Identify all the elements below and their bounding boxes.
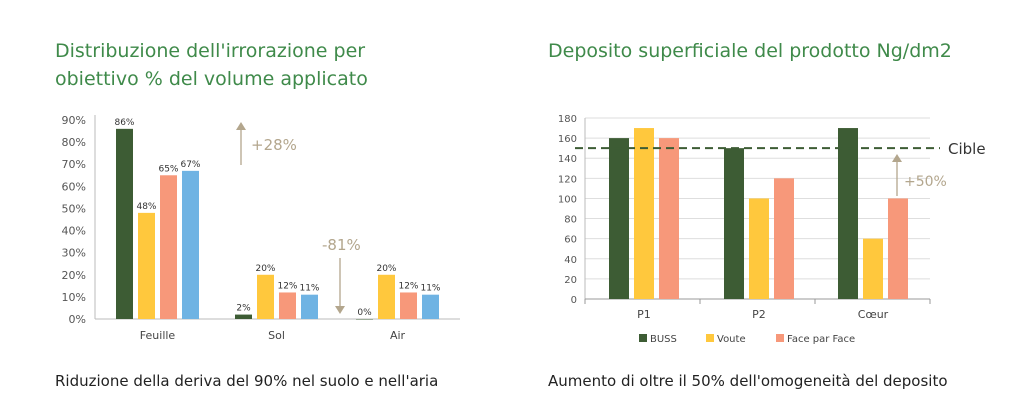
left-bar-data-label: 20%: [255, 264, 275, 274]
left-bar: [138, 212, 155, 319]
left-bar: [378, 274, 395, 319]
left-bar-data-label: 65%: [158, 164, 178, 174]
left-bar: [257, 274, 274, 319]
left-y-tick-label: 70%: [62, 158, 86, 171]
left-bar: [235, 314, 252, 319]
left-bar: [422, 294, 439, 319]
right-y-tick-label: 80: [564, 215, 577, 226]
right-bar: [838, 128, 858, 299]
right-bar: [634, 128, 654, 299]
right-y-tick-label: 100: [558, 194, 577, 205]
left-bar-data-label: 12%: [277, 281, 297, 291]
left-y-tick-label: 30%: [62, 247, 86, 260]
right-y-tick-label: 40: [564, 255, 577, 266]
right-x-tick-label: Cœur: [858, 308, 889, 321]
left-bar-data-label: 67%: [180, 160, 200, 170]
left-bar-data-label: 11%: [299, 284, 319, 294]
right-chart-title: Deposito superficiale del prodotto Ng/dm…: [548, 40, 952, 62]
left-annotation-increase: +28%: [251, 136, 297, 154]
right-legend-label: Voute: [717, 334, 746, 345]
left-y-tick-label: 0%: [69, 313, 86, 326]
right-y-tick-label: 180: [558, 114, 577, 125]
right-bar: [863, 238, 883, 299]
left-y-tick-label: 50%: [62, 202, 86, 215]
right-chart-caption: Aumento di oltre il 50% dell'omogeneità …: [548, 372, 948, 390]
right-x-tick-label: P2: [752, 308, 766, 321]
right-legend-swatch: [776, 334, 784, 342]
right-y-tick-label: 160: [558, 134, 577, 145]
left-x-tick-label: Feuille: [140, 329, 176, 342]
left-bar-data-label: 86%: [114, 118, 134, 128]
left-chart-title-line2: obiettivo % del volume applicato: [55, 68, 368, 90]
left-bar: [160, 175, 177, 319]
right-y-tick-label: 20: [564, 275, 577, 286]
right-target-label: Cible: [948, 140, 986, 158]
left-x-tick-label: Sol: [268, 329, 285, 342]
right-legend-swatch: [639, 334, 647, 342]
left-y-tick-label: 60%: [62, 180, 86, 193]
left-bar: [279, 292, 296, 319]
right-legend-swatch: [706, 334, 714, 342]
left-bar: [301, 294, 318, 319]
right-bar: [888, 198, 908, 299]
right-bar: [724, 148, 744, 299]
left-x-tick-label: Air: [390, 329, 406, 342]
right-bar: [749, 198, 769, 299]
left-annotation-decrease: -81%: [322, 236, 361, 254]
left-bar-data-label: 20%: [376, 264, 396, 274]
right-y-tick-label: 140: [558, 154, 577, 165]
right-y-tick-label: 60: [564, 235, 577, 246]
left-bar: [400, 292, 417, 319]
right-y-tick-label: 0: [571, 295, 577, 306]
right-bar: [659, 138, 679, 299]
left-chart-caption: Riduzione della deriva del 90% nel suolo…: [55, 372, 439, 390]
left-y-tick-label: 20%: [62, 269, 86, 282]
left-bar: [116, 128, 133, 319]
left-y-tick-label: 80%: [62, 136, 86, 149]
left-decrease-arrow-head: [335, 306, 345, 314]
right-x-tick-label: P1: [637, 308, 651, 321]
left-increase-arrow-head: [236, 122, 246, 130]
left-bar: [182, 170, 199, 319]
right-y-tick-label: 120: [558, 174, 577, 185]
left-bar: [356, 319, 373, 320]
right-legend-label: BUSS: [650, 334, 677, 345]
left-bar-data-label: 11%: [420, 284, 440, 294]
right-increase-arrow-head: [892, 154, 902, 162]
left-bar-data-label: 2%: [236, 304, 251, 314]
left-bar-data-label: 48%: [136, 202, 156, 212]
left-bar-data-label: 0%: [357, 308, 372, 318]
right-annotation-increase: +50%: [904, 174, 947, 190]
right-bar: [609, 138, 629, 299]
right-legend-label: Face par Face: [787, 334, 855, 345]
left-y-tick-label: 90%: [62, 114, 86, 127]
left-chart-title-line1: Distribuzione dell'irrorazione per: [55, 40, 366, 62]
left-bar-data-label: 12%: [398, 281, 418, 291]
left-y-tick-label: 40%: [62, 225, 86, 238]
left-y-tick-label: 10%: [62, 291, 86, 304]
right-bar: [774, 178, 794, 299]
